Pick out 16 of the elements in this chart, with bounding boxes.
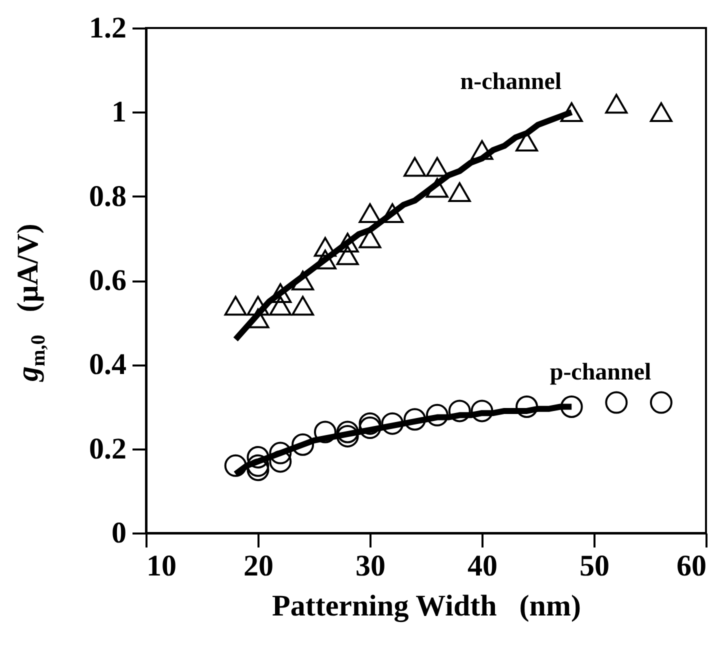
y-tick-label: 0.2 xyxy=(89,432,126,466)
y-tick-label: 1 xyxy=(112,96,126,129)
y-tick-label: 1.2 xyxy=(89,12,126,44)
y-tick-label: 0.6 xyxy=(89,264,126,297)
x-tick-label: 20 xyxy=(244,550,274,582)
x-tick-label: 50 xyxy=(580,550,610,582)
x-tick-label: 30 xyxy=(356,550,386,582)
x-tick-label: 40 xyxy=(468,550,498,582)
y-tick-label: 0 xyxy=(112,516,126,550)
y-tick-label: 0.4 xyxy=(89,348,126,382)
series-label: n-channel xyxy=(460,69,562,96)
x-tick-label: 10 xyxy=(146,550,176,582)
y-tick-label: 0.8 xyxy=(89,180,126,213)
x-tick-label: 60 xyxy=(676,550,706,582)
series-label: p-channel xyxy=(550,360,652,386)
x-axis-title: Patterning Width (nm) xyxy=(272,590,581,622)
